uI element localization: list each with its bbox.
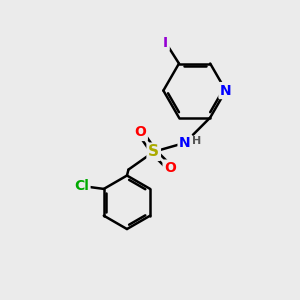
Text: N: N xyxy=(179,136,191,150)
Text: O: O xyxy=(164,161,176,175)
Text: N: N xyxy=(220,84,232,98)
Text: Cl: Cl xyxy=(74,179,89,193)
Text: H: H xyxy=(192,136,201,146)
Text: I: I xyxy=(163,36,168,50)
Text: S: S xyxy=(148,144,159,159)
Text: O: O xyxy=(134,125,146,140)
